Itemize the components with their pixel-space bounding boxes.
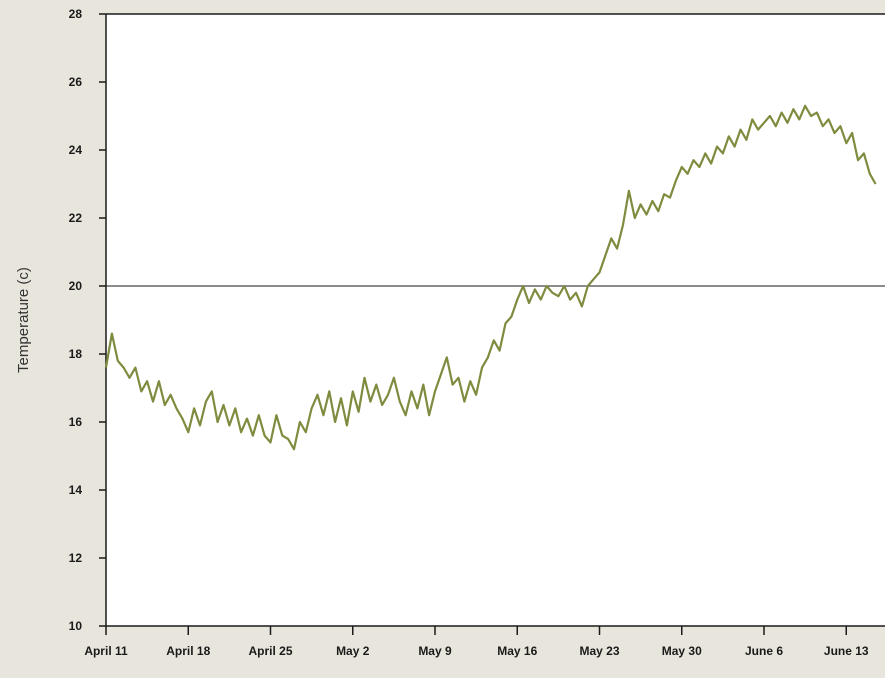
x-tick-label: May 2 [336, 644, 370, 658]
x-axis-ticks: April 11 April 18 April 25 May 2 May 9 May 16… [84, 626, 869, 658]
x-tick-label: May 9 [418, 644, 452, 658]
y-tick-label: 18 [69, 347, 83, 361]
x-tick-label: June 6 [745, 644, 783, 658]
y-axis-title: Temperature (c) [15, 267, 32, 373]
y-tick-label: 28 [69, 7, 83, 21]
series-layer [104, 104, 877, 451]
y-tick-label: 20 [69, 279, 83, 293]
y-tick-label: 16 [69, 415, 83, 429]
y-tick-label: 10 [69, 619, 83, 633]
x-tick-label: May 16 [497, 644, 537, 658]
y-tick-label: 24 [69, 143, 83, 157]
x-tick-label: April 18 [166, 644, 210, 658]
y-tick-label: 22 [69, 211, 83, 225]
x-tick-label: April 25 [248, 644, 292, 658]
x-tick-label: June 13 [824, 644, 869, 658]
x-tick-label: May 30 [662, 644, 702, 658]
temperature-series-line [104, 104, 877, 451]
x-tick-label: April 11 [84, 644, 128, 658]
x-tick-label: May 23 [579, 644, 619, 658]
plot-area [106, 14, 885, 626]
y-tick-label: 12 [69, 551, 83, 565]
y-axis-ticks: 10 12 14 16 18 20 22 24 26 28 [69, 7, 106, 633]
y-tick-label: 26 [69, 75, 83, 89]
y-tick-label: 14 [69, 483, 83, 497]
